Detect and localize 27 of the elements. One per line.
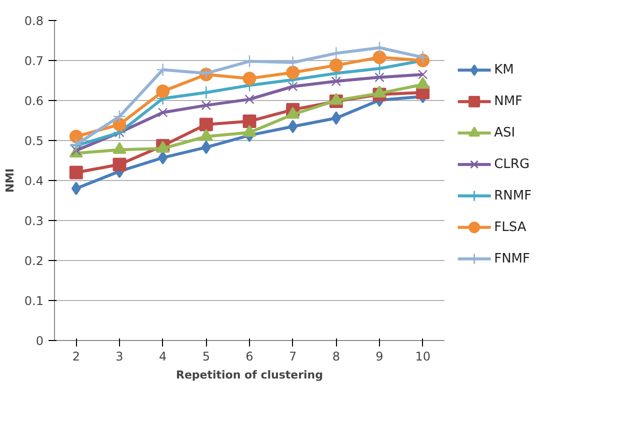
- x-axis-title: Repetition of clustering: [176, 368, 324, 382]
- x-tick-label: 8: [332, 350, 340, 364]
- x-tick-label: 5: [202, 350, 210, 364]
- x-tick-label: 6: [246, 350, 254, 364]
- y-tick-label: 0.4: [24, 174, 44, 188]
- x-tick-label: 7: [289, 350, 297, 364]
- y-axis-title: NMI: [3, 168, 16, 193]
- y-tick-label: 0.5: [24, 134, 44, 148]
- legend-label: RNMF: [494, 188, 532, 204]
- legend-label: FNMF: [494, 251, 530, 266]
- x-tick-label: 9: [376, 350, 384, 364]
- x-tick-label: 2: [72, 350, 80, 364]
- legend-label: CLRG: [494, 156, 530, 172]
- y-tick-label: 0.3: [24, 214, 44, 228]
- y-tick-label: 0.2: [24, 254, 44, 268]
- legend-label: NMF: [494, 94, 523, 110]
- x-tick-label: 3: [116, 350, 124, 364]
- legend-label: FLSA: [494, 220, 526, 235]
- y-tick-label: 0.8: [24, 14, 44, 28]
- y-tick-label: 0.6: [24, 94, 44, 108]
- x-tick-label: 4: [159, 350, 167, 364]
- legend-label: ASI: [494, 126, 516, 141]
- y-tick-label: 0.7: [24, 54, 44, 68]
- legend-label: KM: [494, 62, 514, 78]
- y-tick-label: 0: [36, 334, 44, 348]
- x-tick-label: 10: [415, 350, 430, 364]
- y-tick-label: 0.1: [24, 294, 44, 308]
